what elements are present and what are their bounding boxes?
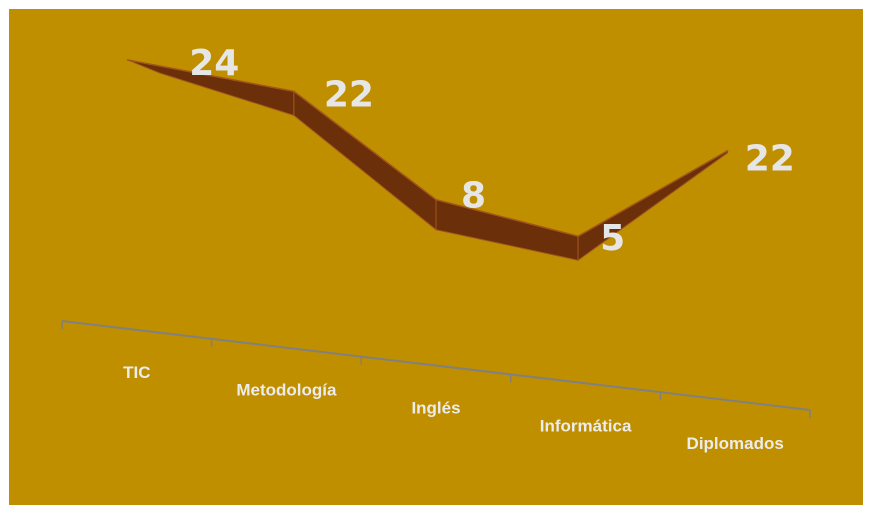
category-label: Diplomados bbox=[687, 434, 784, 453]
category-label: TIC bbox=[123, 363, 150, 382]
x-axis-line bbox=[61, 320, 811, 411]
series-line bbox=[127, 59, 729, 238]
data-labels: 24 22 8 5 22 bbox=[189, 43, 795, 259]
category-label: Informática bbox=[540, 416, 632, 435]
data-label: 22 bbox=[324, 74, 374, 115]
data-label: 22 bbox=[745, 139, 795, 180]
category-labels: TIC Metodología Inglés Informática Diplomado… bbox=[123, 363, 784, 453]
series-ribbon bbox=[126, 59, 729, 261]
x-axis bbox=[61, 320, 811, 418]
series-segment bbox=[435, 199, 579, 261]
category-label: Metodología bbox=[236, 381, 337, 400]
chart-area bbox=[9, 9, 863, 505]
category-label: Inglés bbox=[411, 399, 460, 418]
data-label: 8 bbox=[461, 176, 486, 217]
data-label: 24 bbox=[189, 43, 239, 84]
data-label: 5 bbox=[600, 218, 625, 259]
